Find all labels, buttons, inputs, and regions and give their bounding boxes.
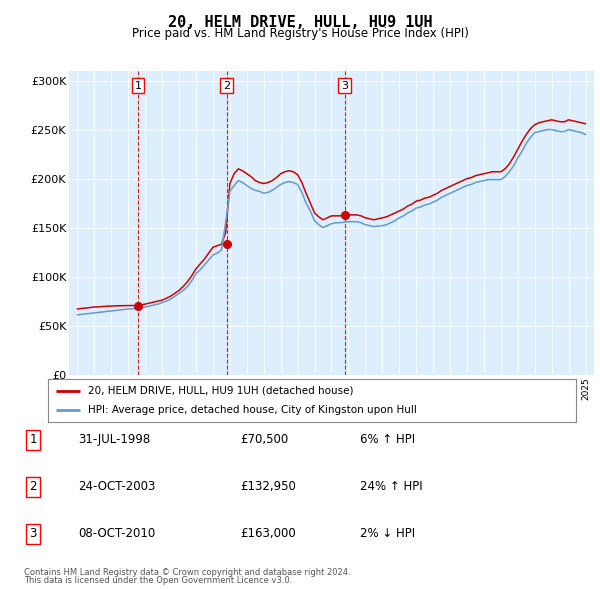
Text: 24% ↑ HPI: 24% ↑ HPI xyxy=(360,480,422,493)
Text: £70,500: £70,500 xyxy=(240,433,288,446)
Text: 2: 2 xyxy=(223,80,230,90)
Text: £163,000: £163,000 xyxy=(240,527,296,540)
Text: This data is licensed under the Open Government Licence v3.0.: This data is licensed under the Open Gov… xyxy=(24,576,292,585)
Text: 31-JUL-1998: 31-JUL-1998 xyxy=(78,433,150,446)
Text: 20, HELM DRIVE, HULL, HU9 1UH: 20, HELM DRIVE, HULL, HU9 1UH xyxy=(167,15,433,30)
Text: 3: 3 xyxy=(29,527,37,540)
Text: 1: 1 xyxy=(29,433,37,446)
Text: 2% ↓ HPI: 2% ↓ HPI xyxy=(360,527,415,540)
Text: Contains HM Land Registry data © Crown copyright and database right 2024.: Contains HM Land Registry data © Crown c… xyxy=(24,568,350,577)
Text: 3: 3 xyxy=(341,80,348,90)
Text: 20, HELM DRIVE, HULL, HU9 1UH (detached house): 20, HELM DRIVE, HULL, HU9 1UH (detached … xyxy=(88,386,353,396)
Text: 08-OCT-2010: 08-OCT-2010 xyxy=(78,527,155,540)
Text: £132,950: £132,950 xyxy=(240,480,296,493)
Text: 2: 2 xyxy=(29,480,37,493)
Text: 1: 1 xyxy=(134,80,142,90)
Text: HPI: Average price, detached house, City of Kingston upon Hull: HPI: Average price, detached house, City… xyxy=(88,405,416,415)
Text: 6% ↑ HPI: 6% ↑ HPI xyxy=(360,433,415,446)
Text: Price paid vs. HM Land Registry's House Price Index (HPI): Price paid vs. HM Land Registry's House … xyxy=(131,27,469,40)
Text: 24-OCT-2003: 24-OCT-2003 xyxy=(78,480,155,493)
